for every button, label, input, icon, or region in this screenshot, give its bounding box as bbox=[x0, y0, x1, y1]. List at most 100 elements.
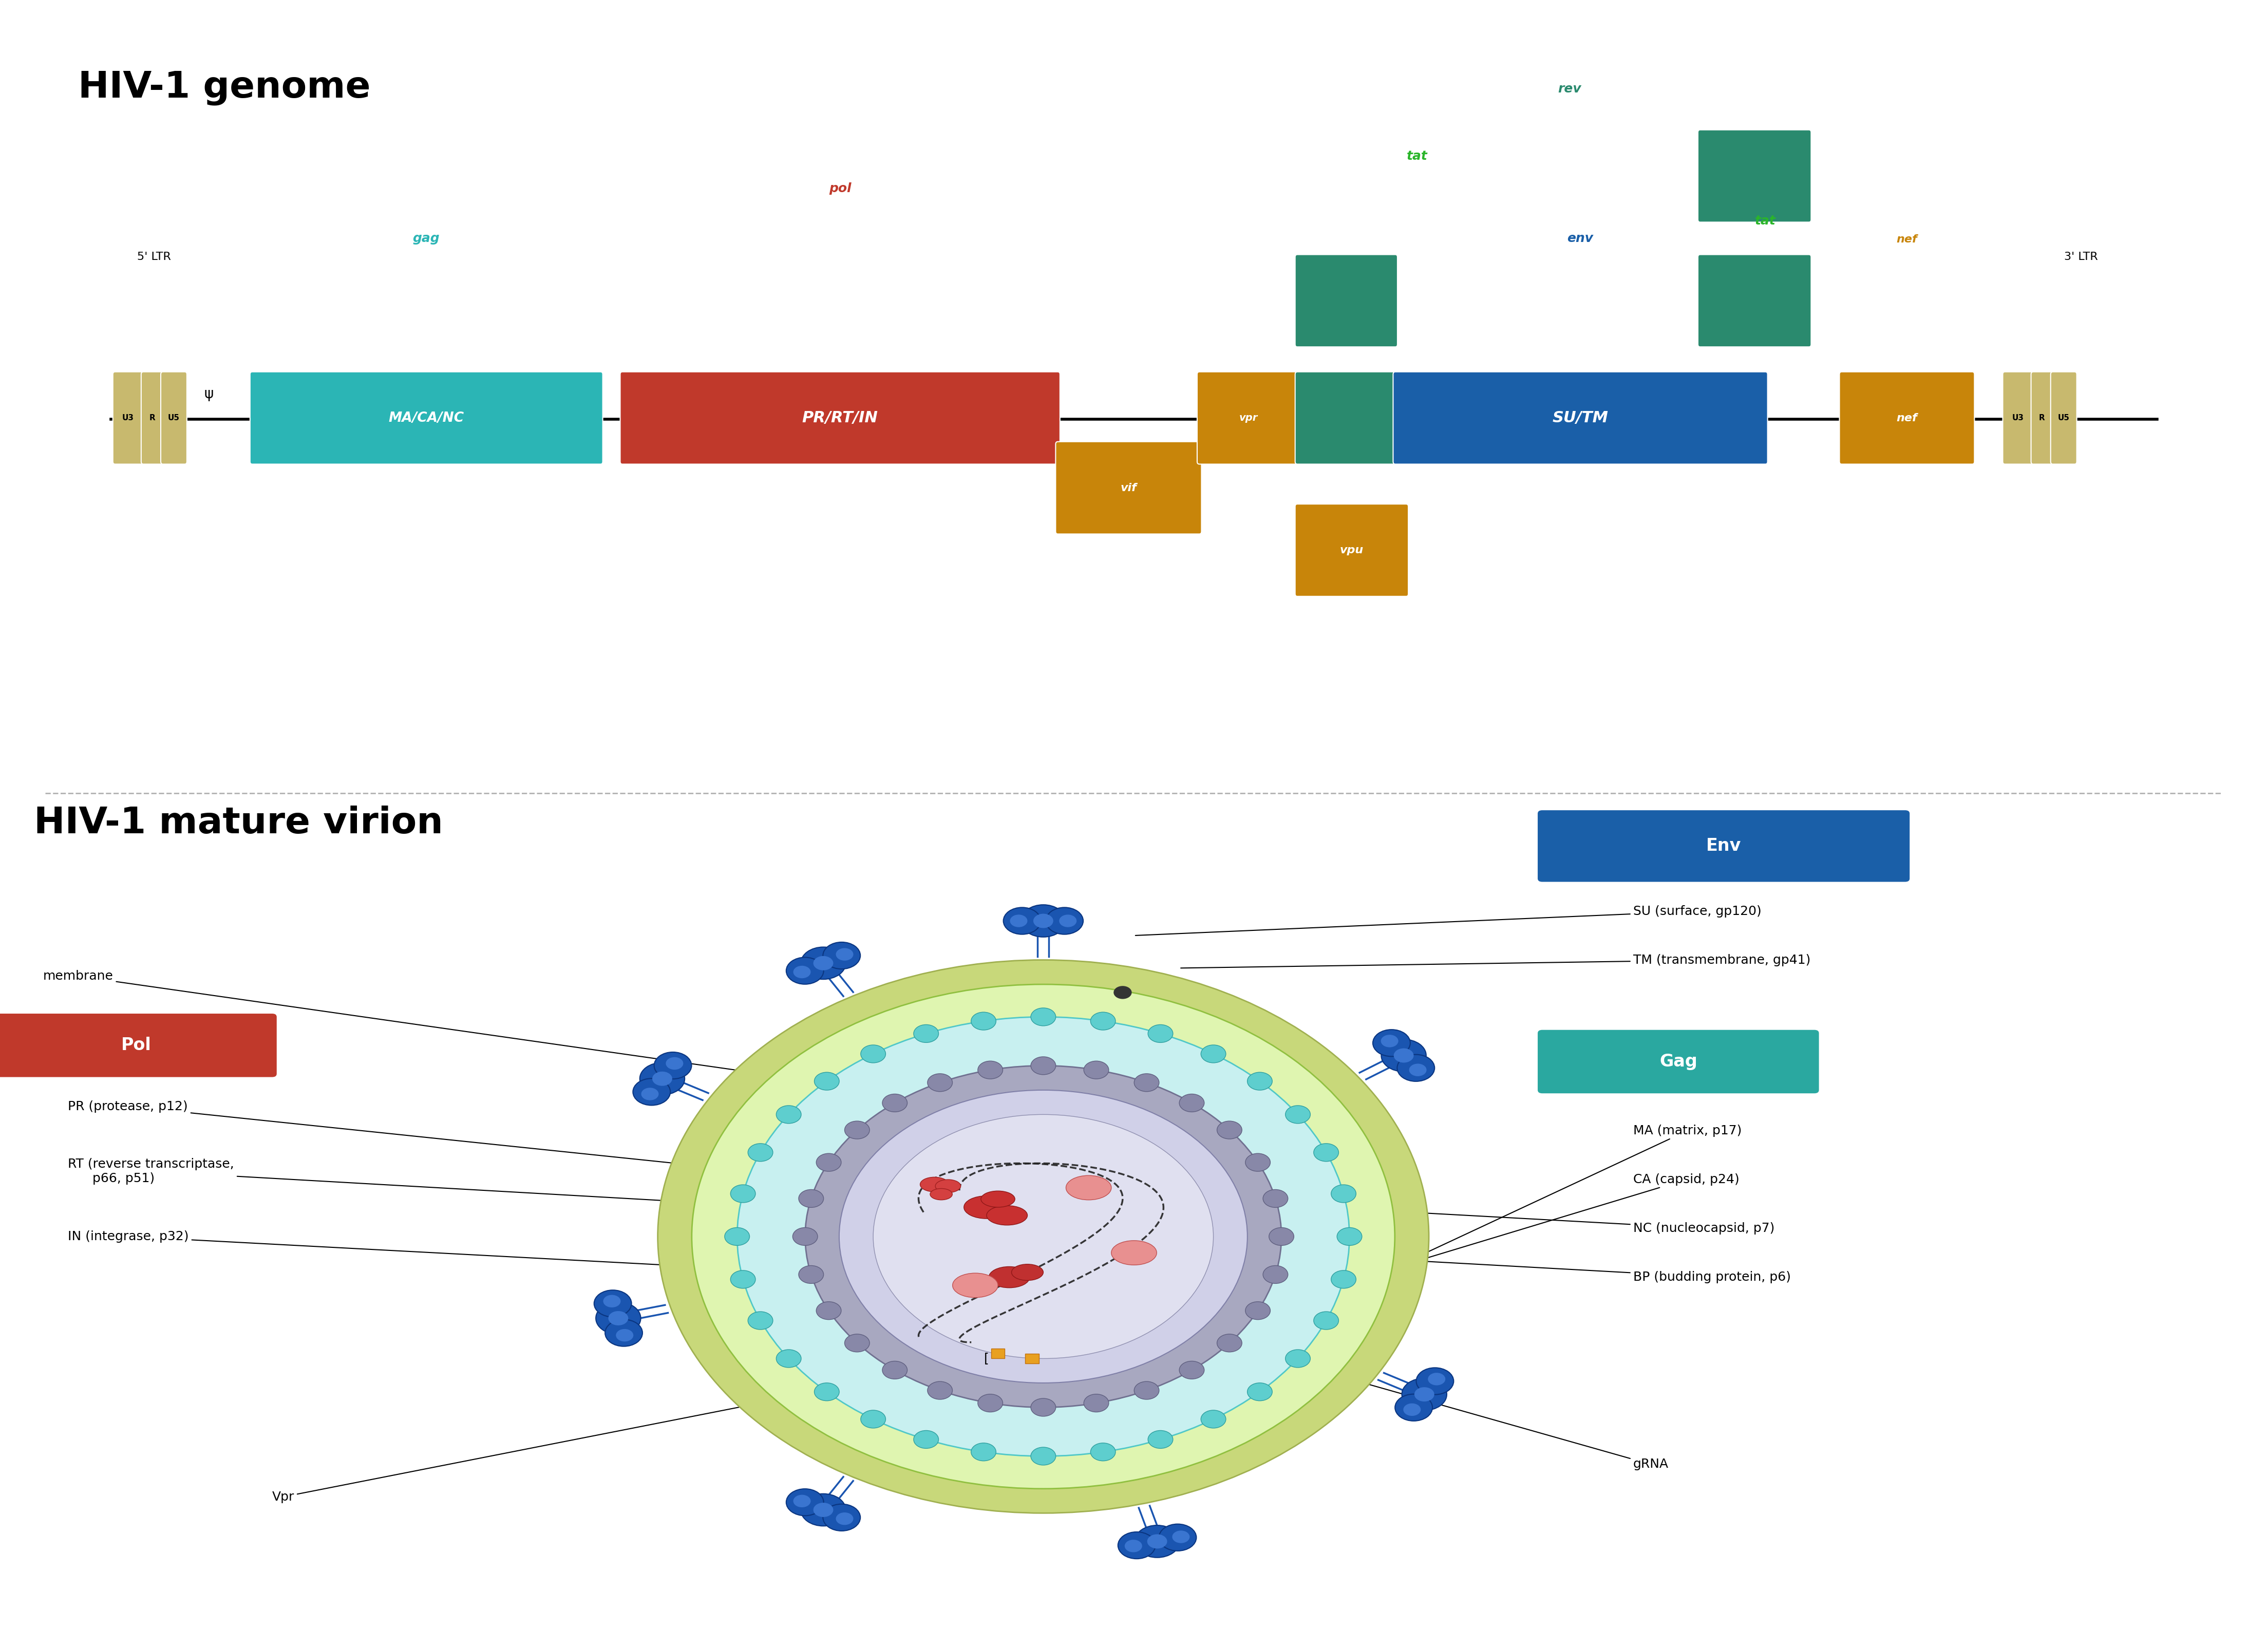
Text: vpu: vpu bbox=[1340, 545, 1363, 555]
Circle shape bbox=[1091, 1012, 1116, 1030]
Circle shape bbox=[798, 1266, 823, 1284]
FancyBboxPatch shape bbox=[141, 373, 163, 464]
Text: tat: tat bbox=[1406, 150, 1427, 163]
Circle shape bbox=[914, 1025, 939, 1043]
Text: 3' LTR: 3' LTR bbox=[2064, 252, 2098, 262]
Circle shape bbox=[794, 966, 810, 978]
Circle shape bbox=[692, 984, 1395, 1489]
Text: HIV-1 genome: HIV-1 genome bbox=[77, 70, 370, 106]
Text: tat: tat bbox=[1755, 215, 1776, 228]
FancyBboxPatch shape bbox=[1699, 130, 1812, 223]
Circle shape bbox=[1202, 1045, 1227, 1062]
FancyBboxPatch shape bbox=[1295, 373, 1397, 464]
Circle shape bbox=[1134, 1524, 1179, 1557]
Circle shape bbox=[633, 1079, 671, 1105]
Circle shape bbox=[1159, 1524, 1195, 1551]
Circle shape bbox=[928, 1074, 953, 1092]
Circle shape bbox=[1338, 1227, 1363, 1246]
Circle shape bbox=[814, 1072, 839, 1090]
Circle shape bbox=[594, 1290, 631, 1316]
Circle shape bbox=[882, 1362, 907, 1380]
Circle shape bbox=[1313, 1144, 1338, 1162]
Circle shape bbox=[1179, 1093, 1204, 1111]
Text: PR/RT/IN: PR/RT/IN bbox=[803, 410, 878, 425]
Circle shape bbox=[1030, 1398, 1057, 1415]
Circle shape bbox=[748, 1311, 773, 1329]
Circle shape bbox=[1009, 914, 1027, 927]
Circle shape bbox=[1030, 1007, 1057, 1025]
Circle shape bbox=[1134, 1074, 1159, 1092]
Circle shape bbox=[1021, 905, 1066, 937]
Text: Env: Env bbox=[1706, 838, 1742, 854]
Circle shape bbox=[1313, 1311, 1338, 1329]
Circle shape bbox=[730, 1271, 755, 1289]
FancyBboxPatch shape bbox=[1538, 810, 1910, 882]
Bar bbox=[1025, 1354, 1039, 1363]
Circle shape bbox=[653, 1053, 692, 1079]
Text: RT (reverse transcriptase,
      p66, p51): RT (reverse transcriptase, p66, p51) bbox=[68, 1158, 950, 1217]
Circle shape bbox=[971, 1443, 996, 1461]
FancyBboxPatch shape bbox=[1198, 373, 1300, 464]
Circle shape bbox=[816, 1154, 841, 1171]
Ellipse shape bbox=[989, 1266, 1030, 1289]
Circle shape bbox=[823, 942, 860, 970]
Circle shape bbox=[794, 1495, 810, 1507]
Circle shape bbox=[816, 1302, 841, 1319]
Text: TM (transmembrane, gp41): TM (transmembrane, gp41) bbox=[1182, 953, 1810, 968]
Text: gRNA: gRNA bbox=[1136, 1318, 1669, 1471]
Text: SU/TM: SU/TM bbox=[1551, 410, 1608, 425]
Text: Pol: Pol bbox=[120, 1036, 152, 1054]
Circle shape bbox=[1245, 1154, 1270, 1171]
Ellipse shape bbox=[980, 1191, 1016, 1207]
Text: rev: rev bbox=[1558, 83, 1581, 94]
Text: U5: U5 bbox=[2057, 415, 2071, 421]
Circle shape bbox=[1408, 1064, 1427, 1075]
Circle shape bbox=[1030, 1058, 1057, 1074]
Text: MA (matrix, p17): MA (matrix, p17) bbox=[1340, 1124, 1742, 1293]
Text: [: [ bbox=[984, 1352, 989, 1365]
Circle shape bbox=[1247, 1072, 1272, 1090]
Circle shape bbox=[748, 1144, 773, 1162]
Circle shape bbox=[787, 957, 823, 984]
Circle shape bbox=[1030, 1448, 1057, 1464]
FancyBboxPatch shape bbox=[161, 373, 186, 464]
Circle shape bbox=[1395, 1048, 1413, 1062]
Text: ψ: ψ bbox=[204, 387, 213, 402]
Circle shape bbox=[860, 1411, 885, 1429]
Ellipse shape bbox=[1066, 1175, 1111, 1201]
Circle shape bbox=[730, 1184, 755, 1202]
Circle shape bbox=[873, 1114, 1213, 1359]
Circle shape bbox=[1395, 1394, 1433, 1420]
Circle shape bbox=[914, 1430, 939, 1448]
Circle shape bbox=[1270, 1227, 1295, 1246]
Circle shape bbox=[617, 1329, 633, 1342]
Circle shape bbox=[844, 1121, 869, 1139]
Text: env: env bbox=[1567, 233, 1594, 244]
Text: U3: U3 bbox=[122, 415, 134, 421]
Text: PR (protease, p12): PR (protease, p12) bbox=[68, 1100, 939, 1191]
Circle shape bbox=[1415, 1388, 1433, 1401]
Circle shape bbox=[1202, 1411, 1227, 1429]
Circle shape bbox=[837, 1513, 853, 1524]
FancyBboxPatch shape bbox=[1538, 1030, 1819, 1093]
Circle shape bbox=[1148, 1430, 1173, 1448]
FancyBboxPatch shape bbox=[1393, 373, 1767, 464]
Circle shape bbox=[1263, 1266, 1288, 1284]
Circle shape bbox=[814, 1383, 839, 1401]
FancyBboxPatch shape bbox=[2003, 373, 2032, 464]
FancyBboxPatch shape bbox=[1055, 441, 1202, 534]
Text: IN (integrase, p32): IN (integrase, p32) bbox=[68, 1230, 984, 1282]
Text: vpr: vpr bbox=[1238, 413, 1259, 423]
Bar bbox=[991, 1349, 1005, 1359]
Circle shape bbox=[608, 1311, 628, 1326]
Text: pol: pol bbox=[828, 182, 850, 195]
Circle shape bbox=[1148, 1025, 1173, 1043]
FancyBboxPatch shape bbox=[2050, 373, 2077, 464]
Text: nef: nef bbox=[1896, 413, 1916, 423]
Circle shape bbox=[1118, 1533, 1154, 1559]
Text: SU (surface, gp120): SU (surface, gp120) bbox=[1136, 905, 1762, 936]
FancyBboxPatch shape bbox=[2032, 373, 2053, 464]
Circle shape bbox=[978, 1394, 1002, 1412]
Text: BP (budding protein, p6): BP (budding protein, p6) bbox=[1125, 1245, 1792, 1284]
Circle shape bbox=[1125, 1539, 1143, 1552]
